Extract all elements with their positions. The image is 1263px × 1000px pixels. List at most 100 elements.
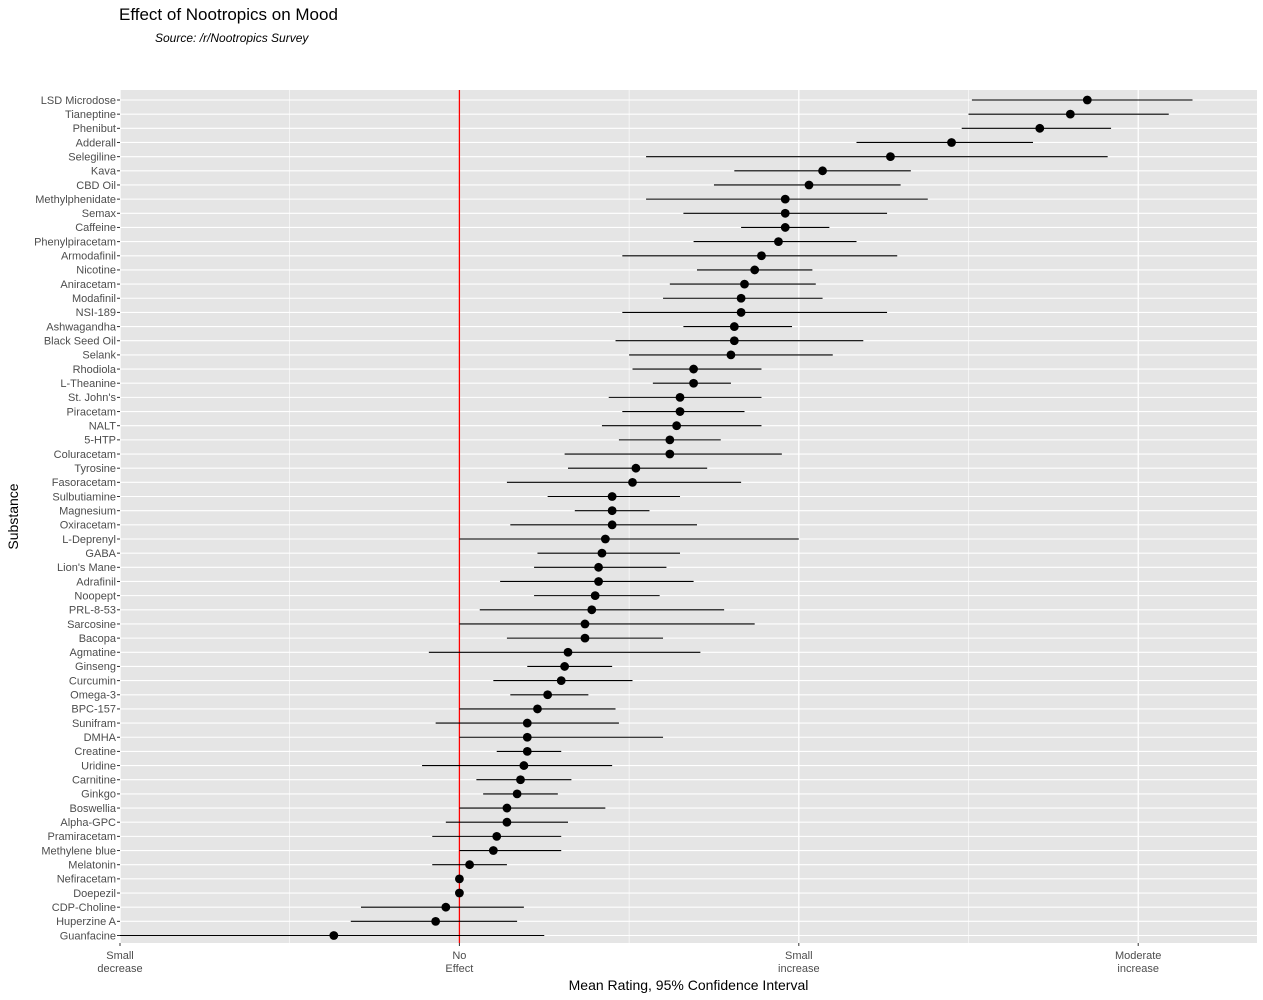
mean-point — [580, 633, 590, 643]
mean-point — [631, 463, 641, 473]
mean-point — [780, 208, 790, 218]
y-tick-label: LSD Microdose — [41, 95, 116, 107]
mean-point — [780, 194, 790, 204]
y-tick-label: Omega-3 — [70, 690, 116, 702]
x-axis-title: Mean Rating, 95% Confidence Interval — [569, 977, 809, 993]
x-tick-label: No Effect — [445, 950, 473, 975]
y-tick-label: Nefiracetam — [57, 874, 116, 886]
mean-point — [1035, 123, 1045, 133]
y-tick-label: Phenylpiracetam — [34, 236, 116, 248]
mean-point — [563, 647, 573, 657]
y-tick-label: CDP-Choline — [52, 902, 116, 914]
mean-point — [726, 350, 736, 360]
mean-point — [729, 322, 739, 331]
y-tick-label: Guanfacine — [60, 930, 116, 942]
y-tick-label: Aniracetam — [60, 279, 116, 291]
y-tick-label: NALT — [89, 421, 117, 433]
mean-point — [607, 492, 617, 501]
mean-point — [465, 860, 474, 870]
mean-point — [597, 548, 607, 558]
mean-point — [689, 364, 698, 374]
mean-point — [502, 817, 512, 827]
x-tick-label: Small decrease — [97, 950, 142, 975]
y-tick-label: Huperzine A — [56, 916, 117, 928]
y-tick-label: Sarcosine — [67, 619, 116, 631]
y-tick-label: Rhodiola — [73, 364, 117, 376]
y-tick-label: Caffeine — [75, 222, 116, 234]
chart-subtitle: Source: /r/Nootropics Survey — [155, 31, 309, 45]
mean-point — [522, 732, 532, 742]
mean-point — [594, 562, 603, 572]
plot-panel — [120, 90, 1257, 943]
y-tick-label: Creatine — [74, 746, 116, 758]
mean-point — [750, 265, 760, 275]
y-tick-label: Uridine — [81, 760, 116, 772]
mean-point — [757, 251, 766, 261]
y-tick-label: Sulbutiamine — [52, 491, 116, 503]
mean-point — [516, 775, 525, 785]
mean-point — [736, 293, 746, 303]
mean-point — [502, 803, 512, 813]
y-tick-label: Methylene blue — [41, 845, 116, 857]
mean-point — [519, 761, 529, 770]
y-tick-label: Methylphenidate — [35, 194, 116, 206]
mean-point — [533, 704, 542, 714]
mean-point — [590, 591, 600, 601]
y-tick-label: CBD Oil — [76, 180, 116, 192]
y-tick-label: Lion's Mane — [57, 562, 116, 574]
mean-point — [556, 676, 566, 686]
mean-point — [628, 477, 637, 487]
y-tick-label: Melatonin — [68, 859, 116, 871]
mean-point — [543, 690, 553, 700]
y-tick-label: Tyrosine — [74, 463, 116, 475]
y-tick-label: PRL-8-53 — [69, 605, 116, 617]
y-tick-label: Coluracetam — [54, 449, 116, 461]
y-tick-label: Modafinil — [72, 293, 116, 305]
y-tick-label: Selank — [82, 350, 116, 362]
mean-point — [689, 378, 698, 388]
y-tick-label: Curcumin — [69, 675, 116, 687]
y-tick-label: NSI-189 — [76, 307, 116, 319]
mean-point — [818, 166, 827, 176]
mean-point — [1065, 109, 1075, 119]
mean-point — [729, 336, 739, 346]
y-tick-label: Pramiracetam — [48, 831, 116, 843]
mean-point — [665, 435, 675, 445]
y-tick-label: Ginseng — [75, 661, 116, 673]
y-tick-label: Piracetam — [66, 406, 116, 418]
chart-title: Effect of Nootropics on Mood — [119, 5, 338, 24]
mean-point — [1082, 95, 1092, 105]
mean-point — [607, 506, 617, 516]
mean-point — [594, 577, 603, 586]
y-tick-label: Ginkgo — [81, 789, 116, 801]
mean-point — [455, 874, 464, 884]
y-tick-label: GABA — [85, 548, 116, 560]
mean-point — [780, 223, 790, 232]
y-tick-label: Kava — [91, 166, 117, 178]
mean-point — [492, 831, 502, 841]
x-tick-label: Moderate increase — [1115, 950, 1161, 975]
y-tick-label: Sunifram — [72, 718, 116, 730]
y-tick-label: DMHA — [84, 732, 117, 744]
mean-point — [736, 308, 746, 317]
mean-point — [455, 888, 464, 898]
mean-point — [607, 520, 617, 530]
mean-point — [804, 180, 814, 190]
y-tick-label: Magnesium — [59, 505, 116, 517]
y-tick-label: L-Deprenyl — [62, 534, 116, 546]
mean-point — [441, 902, 451, 912]
y-tick-label: Nicotine — [76, 265, 116, 277]
mean-point — [329, 931, 339, 940]
y-tick-label: Bacopa — [79, 633, 117, 645]
mean-point — [512, 789, 522, 799]
y-tick-label: Alpha-GPC — [60, 817, 116, 829]
mean-point — [665, 449, 675, 459]
y-tick-label: Armodafinil — [61, 251, 116, 263]
mean-point — [947, 138, 956, 147]
y-tick-label: BPC-157 — [71, 704, 116, 716]
mean-point — [600, 534, 610, 544]
mean-point — [740, 279, 749, 289]
mean-point — [580, 619, 590, 629]
y-tick-label: Tianeptine — [65, 109, 116, 121]
